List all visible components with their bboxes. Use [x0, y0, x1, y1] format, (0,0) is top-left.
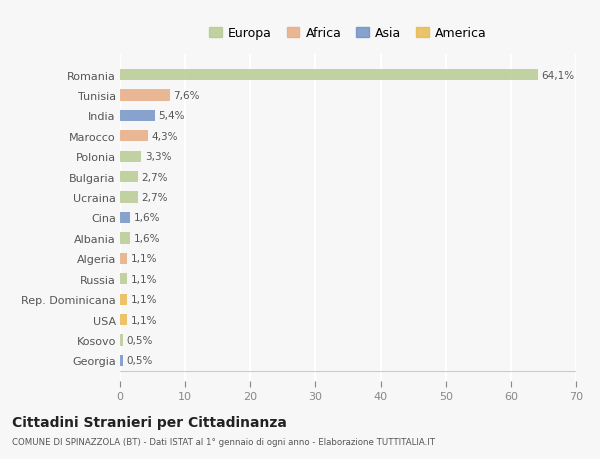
- Text: 1,1%: 1,1%: [130, 254, 157, 264]
- Bar: [120, 314, 127, 325]
- Legend: Europa, Africa, Asia, America: Europa, Africa, Asia, America: [204, 22, 492, 45]
- Text: 1,6%: 1,6%: [134, 233, 160, 243]
- Bar: [120, 355, 123, 366]
- Text: 7,6%: 7,6%: [173, 91, 199, 101]
- Text: 2,7%: 2,7%: [141, 193, 167, 203]
- Bar: [120, 172, 137, 183]
- Text: COMUNE DI SPINAZZOLA (BT) - Dati ISTAT al 1° gennaio di ogni anno - Elaborazione: COMUNE DI SPINAZZOLA (BT) - Dati ISTAT a…: [12, 437, 435, 446]
- Text: 4,3%: 4,3%: [151, 132, 178, 141]
- Text: 1,1%: 1,1%: [130, 295, 157, 304]
- Bar: [120, 111, 155, 122]
- Text: 64,1%: 64,1%: [541, 71, 574, 80]
- Text: 0,5%: 0,5%: [127, 356, 153, 365]
- Bar: [120, 151, 142, 162]
- Text: 0,5%: 0,5%: [127, 335, 153, 345]
- Text: 3,3%: 3,3%: [145, 152, 171, 162]
- Text: 5,4%: 5,4%: [158, 111, 185, 121]
- Text: 1,6%: 1,6%: [134, 213, 160, 223]
- Text: Cittadini Stranieri per Cittadinanza: Cittadini Stranieri per Cittadinanza: [12, 415, 287, 429]
- Bar: [120, 294, 127, 305]
- Text: 2,7%: 2,7%: [141, 172, 167, 182]
- Bar: [120, 213, 130, 224]
- Bar: [120, 274, 127, 285]
- Bar: [120, 90, 170, 101]
- Bar: [120, 253, 127, 264]
- Text: 1,1%: 1,1%: [130, 274, 157, 284]
- Bar: [120, 131, 148, 142]
- Bar: [120, 233, 130, 244]
- Bar: [120, 335, 123, 346]
- Text: 1,1%: 1,1%: [130, 315, 157, 325]
- Bar: [120, 192, 137, 203]
- Bar: [120, 70, 538, 81]
